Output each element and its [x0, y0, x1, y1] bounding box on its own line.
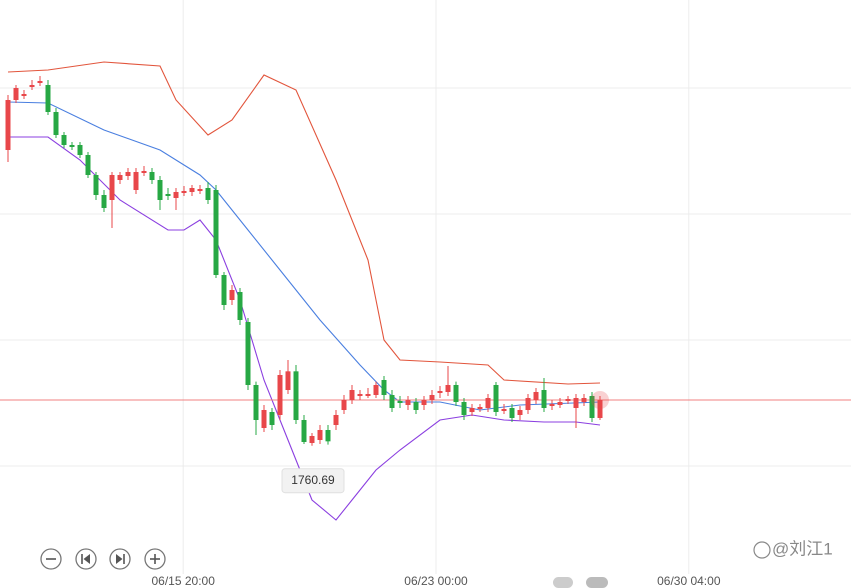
candle-body	[549, 404, 555, 406]
candle-body	[237, 292, 243, 320]
candle-body	[509, 408, 515, 418]
candle-body	[373, 385, 379, 395]
candle-body	[453, 385, 459, 402]
candle-body	[461, 402, 467, 415]
candle-body	[469, 408, 475, 412]
low-annotation-box	[281, 468, 345, 494]
candle-body	[525, 398, 531, 410]
candle-body	[277, 375, 283, 415]
candle-body	[53, 112, 59, 135]
candle-body	[317, 430, 323, 440]
candle-body	[581, 398, 587, 402]
candle-body	[101, 195, 107, 208]
candle-body	[109, 175, 115, 200]
watermark-icon	[753, 541, 771, 559]
candle-body	[21, 94, 27, 96]
candle-body	[573, 398, 579, 408]
candle-body	[589, 396, 595, 418]
band-line	[7, 61, 601, 385]
low-annotation: 1760.69	[291, 473, 335, 487]
candle-body	[149, 172, 155, 180]
candle-body	[477, 407, 483, 409]
candle-body	[429, 395, 435, 400]
candle-body	[397, 401, 403, 403]
candle-body	[245, 322, 251, 385]
candle-body	[69, 145, 75, 147]
candle-body	[405, 400, 411, 405]
candle-body	[365, 394, 371, 396]
candle-body	[261, 410, 267, 428]
candle-body	[173, 192, 179, 198]
candle-body	[229, 290, 235, 300]
candle-body	[253, 385, 259, 420]
candle-body	[125, 172, 131, 176]
candle-body	[37, 81, 43, 83]
watermark: @刘江1	[772, 539, 833, 558]
candle-body	[77, 145, 83, 155]
candle-body	[541, 390, 547, 408]
candle-body	[421, 400, 427, 405]
candle-body	[333, 415, 339, 425]
candle-body	[189, 188, 195, 192]
candle-body	[157, 180, 163, 200]
candle-body	[13, 88, 19, 100]
candle-body	[533, 392, 539, 400]
toggle-icons[interactable]	[553, 577, 608, 588]
x-tick-label: 06/30 04:00	[657, 574, 721, 588]
candle-body	[413, 402, 419, 410]
zoom-out-button[interactable]	[40, 548, 62, 570]
candle-body	[325, 430, 331, 442]
candle-body	[357, 394, 363, 396]
candle-body	[197, 189, 203, 191]
candle-body	[269, 412, 275, 425]
zoom-controls	[40, 548, 166, 570]
candle-body	[285, 371, 291, 390]
next-button[interactable]	[109, 548, 131, 570]
candle-body	[301, 420, 307, 442]
candle-body	[213, 190, 219, 275]
x-tick-label: 06/23 00:00	[404, 574, 468, 588]
zoom-in-button[interactable]	[144, 548, 166, 570]
candle-body	[61, 135, 67, 145]
candle-body	[437, 391, 443, 393]
candle-body	[517, 410, 523, 415]
candle-body	[181, 191, 187, 193]
candle-body	[389, 395, 395, 408]
x-tick-label: 06/15 20:00	[151, 574, 215, 588]
candle-body	[205, 188, 211, 200]
candle-body	[5, 100, 11, 150]
candle-body	[133, 172, 139, 190]
candle-body	[309, 436, 315, 443]
candle-body	[501, 409, 507, 411]
candle-body	[85, 155, 91, 175]
candle-body	[565, 399, 571, 401]
band-line	[7, 101, 601, 411]
candle-body	[141, 171, 147, 173]
candle-body	[341, 400, 347, 410]
candle-body	[45, 85, 51, 112]
candle-body	[381, 380, 387, 395]
candle-body	[597, 400, 603, 418]
candle-body	[93, 175, 99, 195]
watermark-group: @刘江1	[753, 539, 833, 559]
last-price-glow	[591, 391, 609, 409]
candle-body	[445, 385, 451, 392]
candle-body	[165, 194, 171, 196]
candle-body	[29, 85, 35, 87]
candle-body	[221, 275, 227, 305]
candle-body	[493, 385, 499, 412]
candle-body	[293, 371, 299, 420]
candle-body	[557, 402, 563, 405]
candle-body	[349, 390, 355, 400]
candle-body	[117, 175, 123, 180]
candle-body	[485, 398, 491, 408]
previous-button[interactable]	[75, 548, 97, 570]
